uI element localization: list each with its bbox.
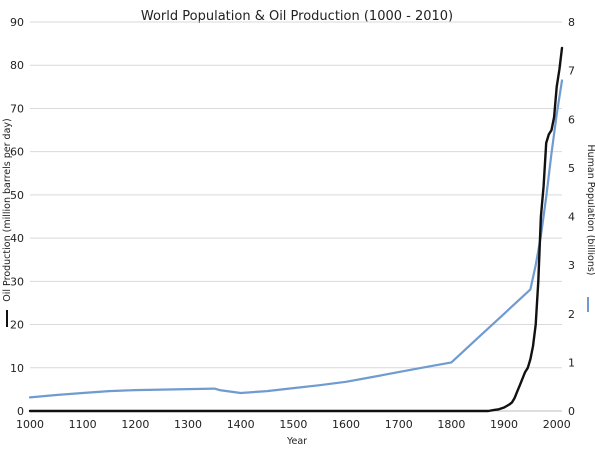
y-right-tick-label: 3 — [568, 259, 575, 272]
y-left-tick-label: 40 — [10, 232, 24, 245]
y-left-tick-label: 60 — [10, 146, 24, 159]
y-left-tick-label: 70 — [10, 102, 24, 115]
y-right-tick-label: 8 — [568, 16, 575, 29]
x-tick-label: 2000 — [543, 418, 571, 431]
oil-series-line — [28, 46, 564, 413]
x-tick-label: 1100 — [69, 418, 97, 431]
y-right-axis-label: Human Population (billions) — [585, 145, 595, 276]
y-right-tick-label: 1 — [568, 356, 575, 369]
x-ticks: 1000 1100 1200 1300 1400 1500 1600 1700 1800 1900… — [16, 418, 571, 431]
y-left-tick-label: 90 — [10, 16, 24, 29]
x-tick-label: 1400 — [227, 418, 255, 431]
y-right-tick-label: 6 — [568, 113, 575, 126]
x-axis-label: Year — [286, 436, 307, 447]
y-left-tick-label: 80 — [10, 59, 24, 72]
y-right-axis-title: Human Population (billions) — [585, 145, 595, 276]
x-tick-label: 1900 — [490, 418, 518, 431]
x-tick-label: 1700 — [385, 418, 413, 431]
y-left-axis-title: Oil Production (million barrels per day) — [2, 118, 13, 301]
y-left-tick-label: 20 — [10, 319, 24, 332]
chart-title: World Population & Oil Production (1000 … — [141, 9, 453, 24]
y-right-tick-label: 0 — [568, 405, 575, 418]
y-right-tick-label: 2 — [568, 308, 575, 321]
y-right-ticks: 0 1 2 3 4 5 6 7 8 — [568, 16, 575, 418]
gridlines — [30, 21, 562, 412]
y-left-ticks: 0 10 20 30 40 50 60 70 80 90 — [10, 16, 24, 418]
population-series-line — [28, 79, 564, 399]
y-left-tick-label: 30 — [10, 275, 24, 288]
x-tick-label: 1600 — [332, 418, 360, 431]
x-tick-label: 1000 — [16, 418, 44, 431]
y-right-tick-label: 4 — [568, 211, 575, 224]
x-tick-label: 1500 — [279, 418, 307, 431]
y-right-tick-label: 5 — [568, 162, 575, 175]
y-left-axis-label: Oil Production (million barrels per day) — [2, 118, 13, 301]
x-tick-label: 1300 — [174, 418, 202, 431]
series-lines — [28, 46, 564, 413]
y-left-tick-label: 50 — [10, 189, 24, 202]
y-right-tick-label: 7 — [568, 65, 575, 78]
y-left-tick-label: 0 — [17, 405, 24, 418]
x-tick-label: 1800 — [437, 418, 465, 431]
x-tick-label: 1200 — [121, 418, 149, 431]
y-left-tick-label: 10 — [10, 362, 24, 375]
